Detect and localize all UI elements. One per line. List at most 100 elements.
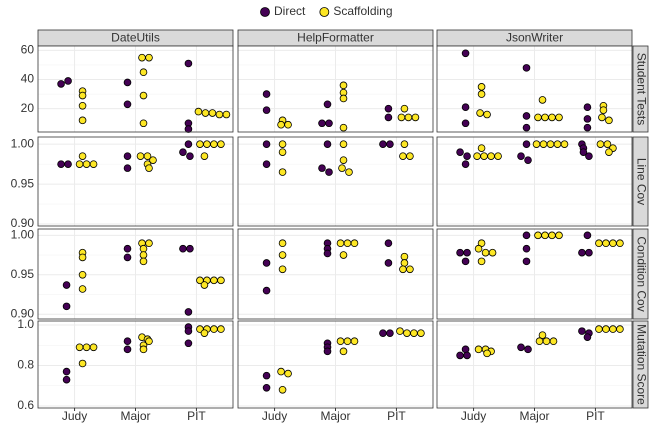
data-point bbox=[542, 337, 551, 346]
data-point bbox=[343, 337, 352, 346]
data-point bbox=[397, 113, 406, 122]
data-point bbox=[386, 140, 394, 148]
strip-label: JsonWriter bbox=[506, 31, 563, 45]
data-point bbox=[277, 120, 285, 129]
data-point bbox=[57, 80, 65, 88]
data-point bbox=[403, 329, 411, 337]
data-point bbox=[538, 96, 547, 104]
data-point bbox=[64, 77, 72, 85]
panel-border bbox=[237, 45, 434, 133]
panel-border bbox=[237, 136, 434, 227]
data-point bbox=[522, 123, 531, 132]
data-point bbox=[379, 140, 387, 148]
data-point bbox=[284, 120, 292, 129]
data-point bbox=[616, 239, 624, 248]
data-point bbox=[278, 140, 287, 148]
data-point bbox=[184, 308, 193, 316]
data-point bbox=[463, 351, 471, 360]
strip-label: HelpFormatter bbox=[297, 31, 374, 45]
data-point bbox=[517, 152, 525, 160]
y-tick-label: 0.6 bbox=[17, 398, 34, 412]
data-point bbox=[210, 140, 218, 148]
data-point bbox=[339, 347, 348, 356]
panel-border bbox=[237, 228, 434, 320]
y-tick-label: 0.8 bbox=[17, 358, 34, 372]
data-point bbox=[62, 281, 71, 289]
data-point bbox=[480, 152, 488, 160]
data-point bbox=[278, 148, 287, 156]
x-tick-label: Judy bbox=[62, 409, 87, 423]
data-point bbox=[339, 94, 348, 103]
data-point bbox=[339, 81, 348, 90]
data-point bbox=[483, 349, 491, 358]
data-point bbox=[461, 103, 470, 112]
data-point bbox=[62, 375, 71, 384]
data-point bbox=[339, 251, 348, 259]
data-point bbox=[139, 68, 148, 77]
data-point bbox=[399, 265, 407, 274]
strip bbox=[632, 45, 649, 133]
y-tick-label: 0.90 bbox=[11, 216, 35, 230]
data-point bbox=[461, 49, 470, 58]
data-point bbox=[78, 253, 87, 262]
y-tick-label: 40 bbox=[21, 72, 35, 86]
x-tick-label: Judy bbox=[262, 409, 287, 423]
data-point bbox=[201, 109, 210, 117]
data-point bbox=[318, 119, 326, 128]
data-point bbox=[139, 91, 148, 100]
strip-label: Student Tests bbox=[634, 53, 648, 126]
panel-border bbox=[436, 45, 633, 133]
x-tick-label: PIT bbox=[187, 409, 206, 423]
data-point bbox=[583, 333, 592, 341]
data-point bbox=[78, 270, 87, 279]
data-point bbox=[262, 383, 271, 392]
data-point bbox=[522, 64, 531, 72]
data-point bbox=[494, 152, 502, 160]
data-point bbox=[62, 367, 71, 376]
data-point bbox=[278, 168, 287, 176]
data-point bbox=[583, 115, 592, 123]
data-point bbox=[217, 140, 225, 148]
data-point bbox=[522, 244, 531, 253]
data-point bbox=[64, 160, 72, 168]
data-point bbox=[136, 152, 145, 160]
data-point bbox=[323, 100, 332, 109]
data-point bbox=[539, 140, 548, 148]
data-point bbox=[406, 265, 414, 274]
data-point bbox=[602, 325, 610, 333]
data-point bbox=[477, 83, 486, 91]
data-point bbox=[82, 343, 91, 352]
data-point bbox=[583, 231, 592, 240]
data-point bbox=[139, 345, 148, 354]
y-tick-label: 0.95 bbox=[11, 176, 35, 190]
data-point bbox=[522, 112, 531, 120]
data-point bbox=[78, 152, 87, 160]
data-point bbox=[411, 113, 420, 122]
data-point bbox=[184, 339, 193, 348]
panel-border bbox=[436, 228, 633, 320]
data-point bbox=[208, 109, 217, 117]
data-point bbox=[488, 248, 497, 257]
data-point bbox=[461, 119, 470, 128]
data-point bbox=[463, 152, 471, 160]
data-point bbox=[200, 329, 209, 337]
data-point bbox=[534, 231, 542, 240]
data-point bbox=[473, 152, 481, 160]
data-point bbox=[78, 359, 87, 368]
data-point bbox=[222, 110, 231, 119]
data-point bbox=[217, 325, 225, 333]
data-point bbox=[262, 286, 271, 295]
x-tick-label: PIT bbox=[387, 409, 406, 423]
data-point bbox=[62, 302, 71, 311]
strip bbox=[632, 228, 649, 320]
data-point bbox=[262, 140, 271, 148]
data-point bbox=[605, 148, 613, 156]
data-point bbox=[145, 53, 153, 62]
panel-border bbox=[436, 136, 633, 227]
data-point bbox=[417, 329, 425, 337]
data-point bbox=[145, 239, 153, 248]
y-tick-label: 1.00 bbox=[11, 136, 35, 150]
data-point bbox=[487, 152, 495, 160]
y-tick-label: 0.90 bbox=[11, 306, 35, 320]
